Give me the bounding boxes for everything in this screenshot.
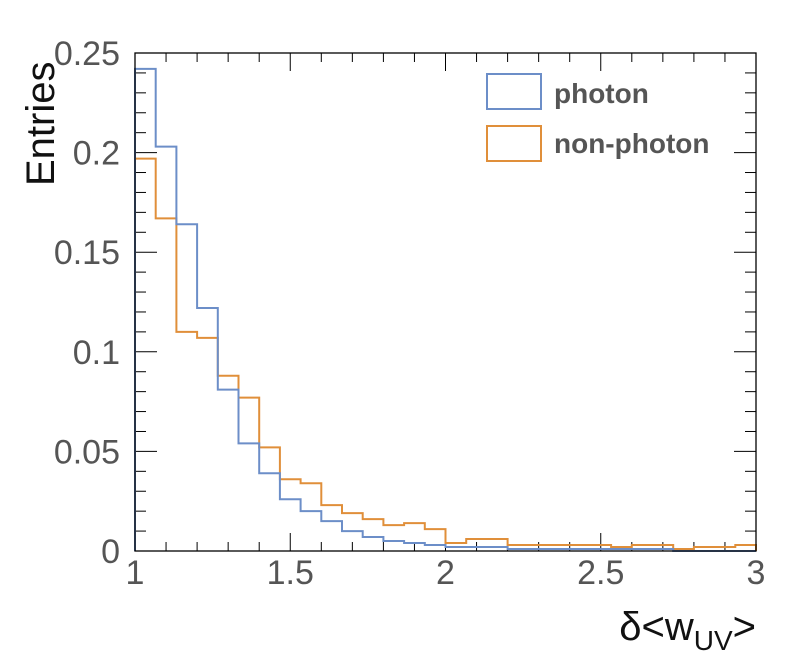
legend-swatch-non-photon — [486, 125, 542, 162]
x-tick-label: 2 — [436, 554, 455, 592]
tick-labels: 1 1.5 2 2.5 3 0 0.05 0.1 0.15 0.2 0.25 — [54, 35, 766, 592]
x-tick-label: 1 — [126, 554, 145, 592]
x-axis-title: δ<wUV> — [619, 605, 756, 656]
histogram-line-non-photon — [134, 157, 757, 551]
y-tick-label: 0 — [101, 533, 120, 571]
y-axis-title: Entries — [19, 62, 63, 187]
x-axis-title-end: > — [733, 605, 756, 649]
legend-label-non-photon: non-photon — [554, 128, 709, 159]
x-axis-title-main: δ<w — [619, 605, 694, 649]
x-axis-title-subscript: UV — [694, 625, 733, 656]
x-tick-label: 1.5 — [267, 554, 314, 592]
x-tick-label: 3 — [747, 554, 766, 592]
legend: photon non-photon — [486, 73, 709, 162]
plot-frame — [134, 52, 757, 552]
axis-ticks — [134, 52, 757, 552]
histogram-series — [134, 67, 757, 552]
y-tick-label: 0.1 — [73, 334, 120, 372]
histogram-line-photon — [134, 67, 756, 552]
legend-swatch-photon — [486, 73, 542, 110]
y-tick-label: 0.2 — [73, 135, 120, 173]
x-tick-label: 2.5 — [577, 554, 624, 592]
y-tick-label: 0.15 — [54, 234, 120, 272]
legend-label-photon: photon — [554, 78, 649, 109]
y-tick-label: 0.25 — [54, 35, 120, 73]
y-tick-label: 0.05 — [54, 433, 120, 471]
